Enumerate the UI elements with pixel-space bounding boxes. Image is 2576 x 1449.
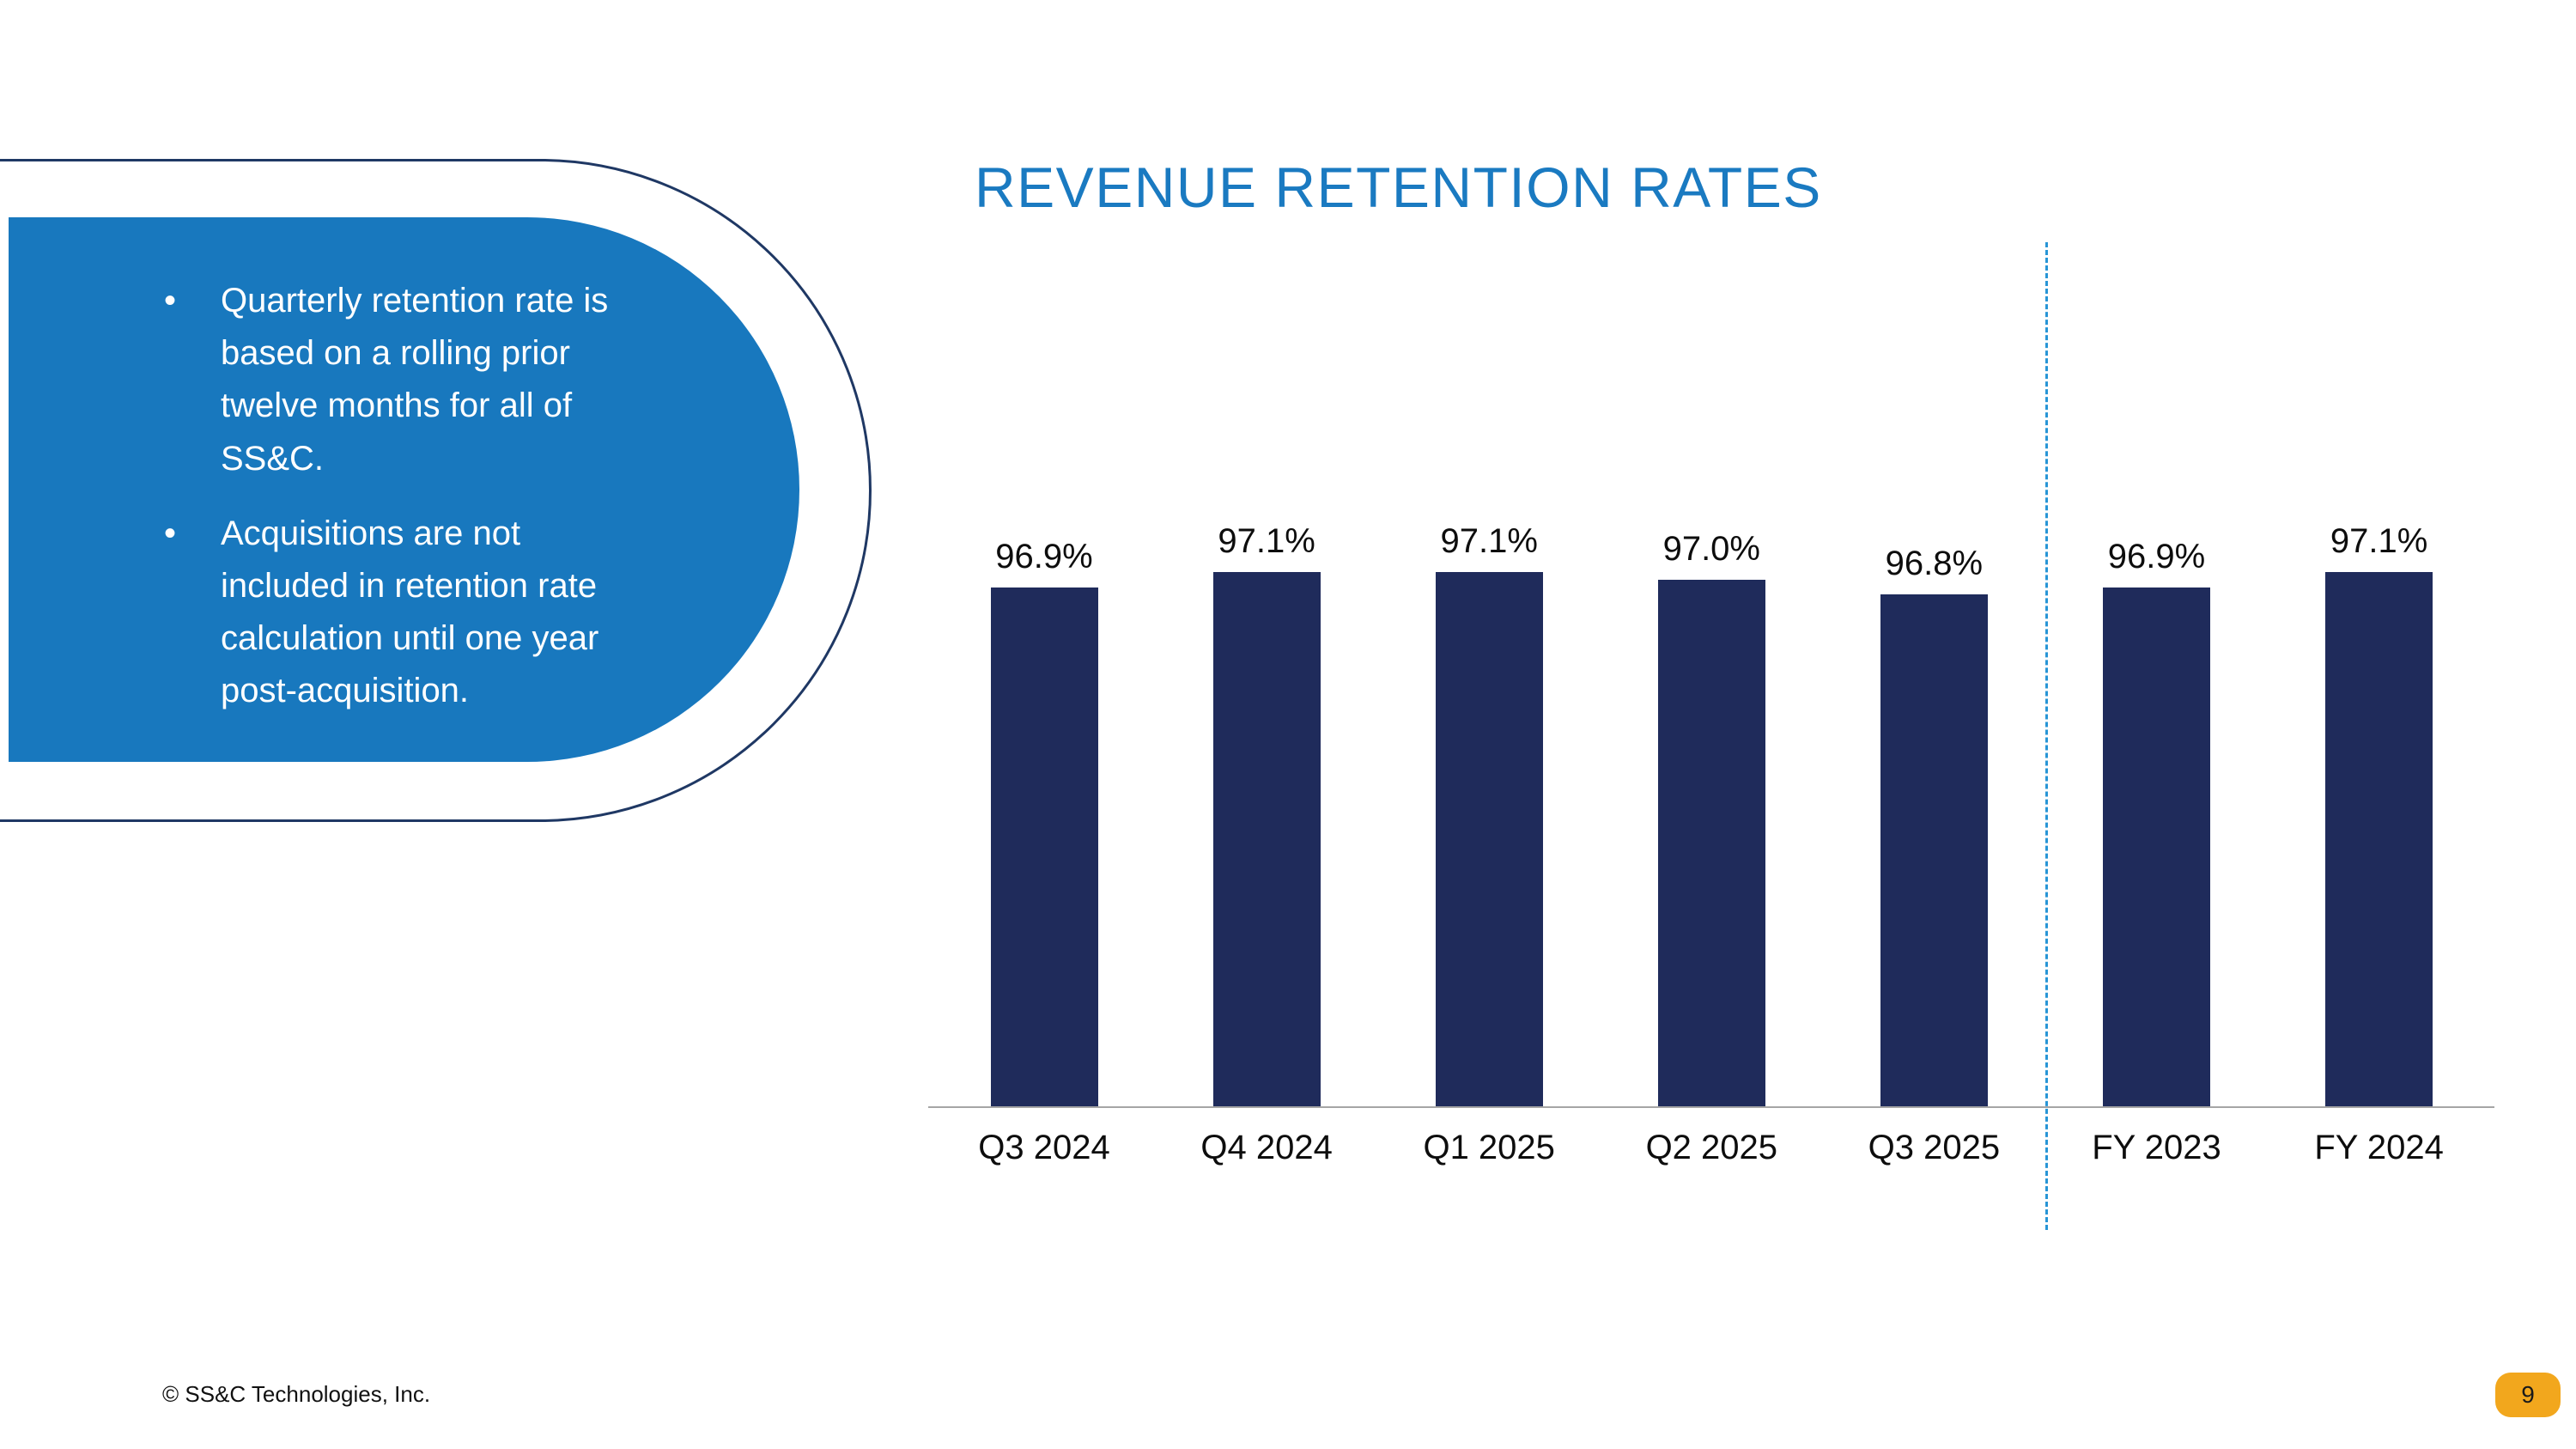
retention-bar bbox=[1880, 594, 1988, 1106]
bar-category-label: FY 2024 bbox=[2314, 1129, 2444, 1166]
retention-bar bbox=[2103, 587, 2210, 1106]
bar-value-label: 97.1% bbox=[1440, 522, 1538, 561]
bullet-item: Acquisitions are not included in retenti… bbox=[159, 508, 726, 718]
bar-value-label: 96.8% bbox=[1885, 545, 1984, 583]
bar-category-label: Q4 2024 bbox=[1200, 1129, 1333, 1166]
retention-bar bbox=[1657, 579, 1765, 1106]
bar-category-label: Q3 2024 bbox=[978, 1129, 1110, 1166]
quarter-fy-divider-dashed-line bbox=[2044, 242, 2048, 1230]
bar-value-label: 97.1% bbox=[1218, 522, 1315, 561]
footer-copyright: © SS&C Technologies, Inc. bbox=[162, 1381, 431, 1407]
callout-outline bbox=[0, 159, 872, 822]
bar-category-label: Q2 2025 bbox=[1645, 1129, 1778, 1166]
bar-value-label: 97.1% bbox=[2330, 522, 2428, 561]
chart-baseline bbox=[928, 1106, 2494, 1108]
page-title: REVENUE RETENTION RATES bbox=[975, 155, 1822, 219]
retention-bar bbox=[2325, 572, 2433, 1106]
bar-value-label: 96.9% bbox=[2107, 537, 2206, 575]
retention-bar bbox=[990, 587, 1098, 1106]
bar-value-label: 96.9% bbox=[995, 537, 1093, 575]
callout-bullet-list: Quarterly retention rate is based on a r… bbox=[159, 275, 726, 740]
bar-category-label: Q3 2025 bbox=[1868, 1129, 2001, 1166]
page-number-badge: 9 bbox=[2495, 1373, 2561, 1417]
bar-value-label: 97.0% bbox=[1662, 529, 1760, 568]
bar-category-label: Q1 2025 bbox=[1423, 1129, 1555, 1166]
bullet-item: Quarterly retention rate is based on a r… bbox=[159, 275, 726, 485]
retention-bar bbox=[1435, 572, 1543, 1106]
bar-category-label: FY 2023 bbox=[2092, 1129, 2221, 1166]
retention-bar bbox=[1212, 572, 1321, 1106]
